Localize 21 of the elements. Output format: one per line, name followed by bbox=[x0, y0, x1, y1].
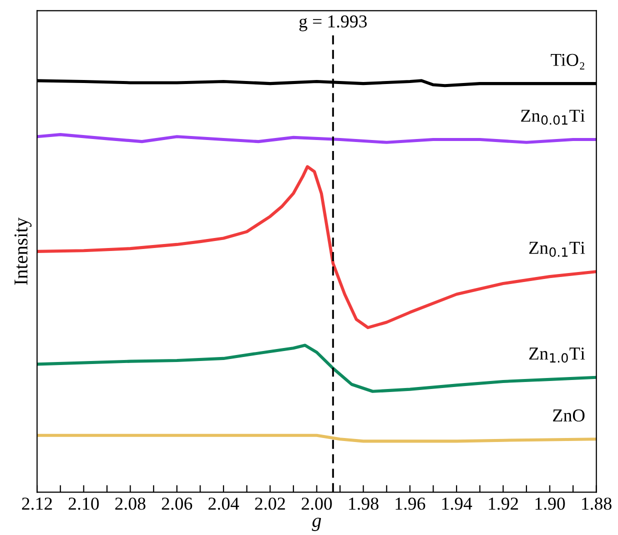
x-tick-label: 1.96 bbox=[396, 498, 426, 510]
x-tick-label: 2.08 bbox=[115, 498, 146, 510]
x-tick-label: 2.02 bbox=[255, 498, 285, 510]
x-tick-label: 2.10 bbox=[68, 498, 99, 510]
x-tick-label: 2.04 bbox=[208, 498, 240, 510]
x-axis-title: g bbox=[312, 518, 322, 532]
x-tick-label: 2.06 bbox=[162, 498, 192, 510]
x-tick-label: 1.88 bbox=[582, 498, 612, 510]
y-axis-title: Intensity bbox=[14, 218, 32, 285]
x-tick-label: 1.92 bbox=[488, 498, 518, 510]
x-tick-label: 1.90 bbox=[536, 498, 565, 510]
x-tick-label: 1.98 bbox=[349, 498, 378, 510]
series-label: Zn$_{0.01}$Ti bbox=[521, 110, 585, 125]
series-label: Zn$_{0.1}$Ti bbox=[529, 242, 585, 257]
x-tick-label: 2.12 bbox=[22, 498, 52, 510]
x-tick-label: 2.00 bbox=[302, 498, 332, 510]
series-label: Zn$_{1.0}$Ti bbox=[529, 348, 585, 363]
ref-line-label: g = 1.993 bbox=[299, 15, 367, 32]
series-label: ZnO bbox=[553, 409, 585, 422]
series-label: TiO₂ bbox=[550, 54, 584, 70]
x-tick-label: 1.94 bbox=[442, 498, 472, 510]
